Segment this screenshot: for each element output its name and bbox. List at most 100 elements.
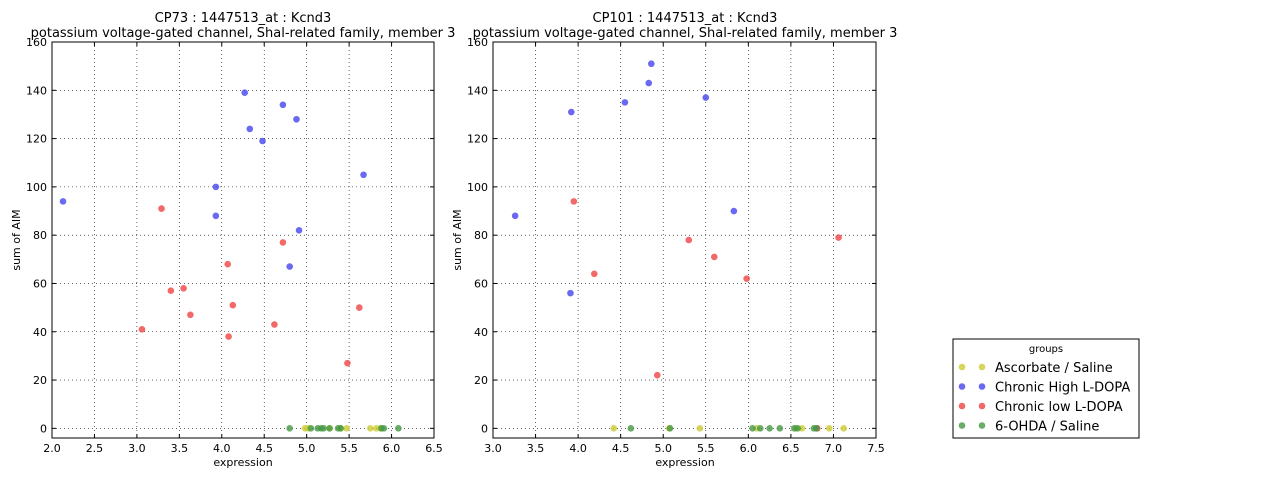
- data-point: [696, 425, 704, 432]
- data-point: [286, 263, 293, 270]
- legend-items: Ascorbate / Saline Chronic High L-DOPA Chr…: [958, 361, 1130, 435]
- x-tick-label: 6.0: [740, 442, 758, 455]
- x-tick-label: 3.0: [128, 442, 146, 455]
- data-point: [813, 425, 820, 432]
- data-point: [567, 289, 574, 297]
- data-point: [326, 425, 333, 432]
- legend-marker: [958, 383, 966, 390]
- data-point: [225, 333, 232, 340]
- legend-label: Ascorbate / Saline: [995, 361, 1113, 376]
- chart-title-line1: CP73 : 1447513_at : Kcnd3: [155, 11, 332, 26]
- data-point: [320, 425, 327, 432]
- data-point: [279, 101, 287, 109]
- data-points: [511, 60, 847, 432]
- x-tick-label: 4.5: [612, 442, 630, 455]
- y-tick-label: 100: [467, 181, 488, 194]
- x-axis-label: expression: [213, 456, 272, 469]
- x-tick-label: 6.0: [383, 442, 401, 455]
- y-tick-label: 80: [33, 229, 47, 242]
- legend-marker: [978, 402, 986, 410]
- data-point: [825, 425, 833, 432]
- data-point: [295, 227, 303, 234]
- chart-panel-cp101: CP101 : 1447513_at : Kcnd3 potassium vol…: [451, 11, 897, 469]
- y-axis-label: sum of AIM: [10, 209, 23, 270]
- data-point: [568, 108, 575, 116]
- chart-title-line1: CP101 : 1447513_at : Kcnd3: [593, 11, 778, 26]
- data-point: [241, 89, 248, 97]
- y-tick-label: 0: [481, 422, 488, 435]
- data-point: [344, 359, 351, 367]
- data-point: [511, 212, 519, 220]
- y-tick-label: 0: [40, 422, 47, 435]
- data-point: [360, 171, 367, 179]
- data-point: [259, 137, 266, 145]
- data-point: [756, 425, 764, 432]
- x-tick-label: 4.0: [569, 442, 587, 455]
- y-tick-label: 120: [467, 133, 488, 146]
- data-point: [835, 234, 842, 241]
- legend-title: groups: [1029, 344, 1063, 355]
- x-tick-label: 4.5: [255, 442, 273, 455]
- y-tick-label: 40: [474, 326, 488, 339]
- x-tick-label: 5.0: [654, 442, 672, 455]
- axis-ticks: 3.0 3.5 4.0 4.5 5.0 5.5 6.0 6.5 7.0 7.5 0 20 40 60 80 1…: [467, 36, 885, 455]
- x-tick-label: 6.5: [782, 442, 800, 455]
- data-point: [212, 212, 220, 220]
- data-point: [648, 60, 655, 68]
- legend-label: Chronic low L-DOPA: [995, 400, 1123, 415]
- chart-title-line2: potassium voltage-gated channel, Shal-re…: [31, 26, 456, 41]
- y-tick-label: 60: [474, 277, 488, 290]
- data-point: [286, 425, 293, 432]
- x-tick-label: 7.5: [867, 442, 885, 455]
- legend-label: 6-OHDA / Saline: [995, 420, 1099, 435]
- data-point: [621, 99, 629, 106]
- plot-area: [51, 41, 435, 439]
- data-point: [224, 260, 232, 268]
- data-point: [590, 270, 598, 278]
- x-axis-label: expression: [655, 456, 714, 469]
- legend-marker: [958, 422, 966, 429]
- data-point: [570, 198, 578, 205]
- axis-ticks: 2.0 2.5 3.0 3.5 4.0 4.5 5.0 5.5 6.0 6.5 0 20 40 60 80 1…: [26, 36, 443, 455]
- y-axis-label: sum of AIM: [451, 209, 464, 270]
- legend-marker: [978, 363, 986, 371]
- data-point: [730, 207, 738, 215]
- data-point: [766, 425, 773, 432]
- x-tick-label: 2.0: [43, 442, 61, 455]
- data-point: [666, 425, 674, 432]
- legend-marker: [978, 383, 986, 390]
- data-point: [167, 287, 175, 295]
- plot-area: [492, 41, 877, 439]
- y-tick-label: 100: [26, 181, 47, 194]
- x-tick-label: 5.0: [298, 442, 316, 455]
- data-point: [840, 425, 847, 432]
- legend-label: Chronic High L-DOPA: [995, 381, 1130, 396]
- x-tick-label: 5.5: [697, 442, 715, 455]
- y-tick-label: 20: [33, 374, 47, 387]
- data-point: [187, 311, 194, 319]
- y-tick-label: 120: [26, 133, 47, 146]
- data-point: [685, 236, 693, 244]
- data-point: [229, 301, 237, 309]
- y-tick-label: 40: [33, 326, 47, 339]
- chart-panel-cp73: CP73 : 1447513_at : Kcnd3 potassium volt…: [10, 11, 455, 469]
- data-point: [653, 371, 661, 379]
- data-point: [355, 304, 363, 311]
- x-tick-label: 2.5: [86, 442, 104, 455]
- x-tick-label: 3.5: [171, 442, 189, 455]
- data-point: [367, 425, 374, 432]
- chart-title-line2: potassium voltage-gated channel, Shal-re…: [473, 26, 898, 41]
- legend-marker: [958, 363, 966, 371]
- data-point: [212, 183, 220, 191]
- legend: groups Ascorbate / Saline Chronic High L-…: [952, 338, 1140, 439]
- y-tick-label: 160: [467, 36, 488, 49]
- x-tick-label: 3.5: [527, 442, 545, 455]
- y-tick-label: 140: [467, 84, 488, 97]
- data-point: [395, 425, 402, 432]
- data-point: [279, 239, 287, 246]
- x-tick-label: 5.5: [340, 442, 358, 455]
- data-point: [749, 425, 756, 432]
- y-tick-label: 140: [26, 84, 47, 97]
- legend-marker: [958, 402, 966, 410]
